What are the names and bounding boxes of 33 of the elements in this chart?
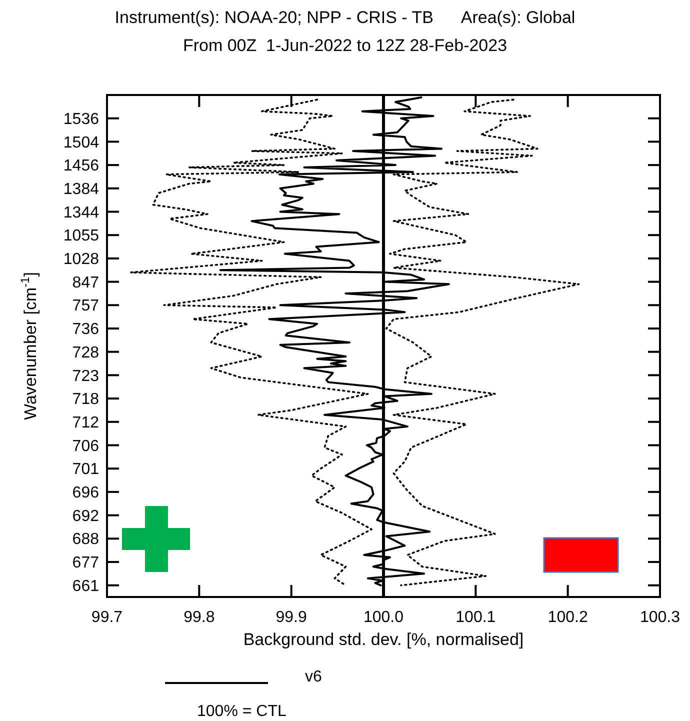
x-tick-label: 100.0 bbox=[363, 609, 404, 626]
y-tick-label: 1384 bbox=[63, 180, 100, 198]
y-tick-label: 757 bbox=[72, 298, 100, 315]
y-tick-label: 677 bbox=[72, 554, 100, 572]
y-tick-label: 847 bbox=[72, 274, 100, 292]
x-tick-label: 99.7 bbox=[91, 609, 123, 626]
y-tick-label: 696 bbox=[72, 484, 100, 502]
text: 100% = CTL bbox=[197, 703, 286, 720]
chart-title: Instrument(s): NOAA-20; NPP - CRIS - TB Area(s): Global bbox=[114, 8, 576, 27]
x-tick-label: 99.9 bbox=[276, 609, 308, 626]
x-tick-label: 100.3 bbox=[640, 609, 680, 626]
x-axis-title: Background std. dev. [%, normalised] bbox=[243, 630, 524, 649]
y-tick-label: 712 bbox=[72, 414, 100, 432]
x-tick-label: 99.8 bbox=[184, 609, 215, 626]
y-tick-label: 1536 bbox=[63, 110, 100, 128]
y-tick-label: 736 bbox=[72, 321, 100, 338]
text: v6 bbox=[305, 668, 322, 686]
y-tick-label: 701 bbox=[72, 461, 100, 478]
y-tick-label: 718 bbox=[72, 391, 100, 408]
y-tick-label: 1456 bbox=[63, 158, 100, 175]
y-tick-label: 723 bbox=[72, 368, 100, 385]
y-tick-label: 692 bbox=[72, 508, 100, 525]
y-tick-label: 1344 bbox=[63, 204, 100, 222]
y-tick-label: 1504 bbox=[63, 134, 100, 152]
y-tick-label: 661 bbox=[72, 578, 100, 595]
y-tick-label: 688 bbox=[72, 531, 100, 548]
y-tick-label: 1028 bbox=[63, 251, 100, 268]
chart-subtitle: From 00Z 1-Jun-2022 to 12Z 28-Feb-2023 bbox=[182, 36, 508, 55]
y-tick-label: 706 bbox=[72, 438, 100, 455]
x-tick-label: 100.1 bbox=[456, 609, 496, 626]
y-tick-label: 728 bbox=[72, 344, 100, 362]
x-tick-label: 100.2 bbox=[548, 609, 588, 626]
y-tick-label: 1055 bbox=[63, 228, 100, 245]
